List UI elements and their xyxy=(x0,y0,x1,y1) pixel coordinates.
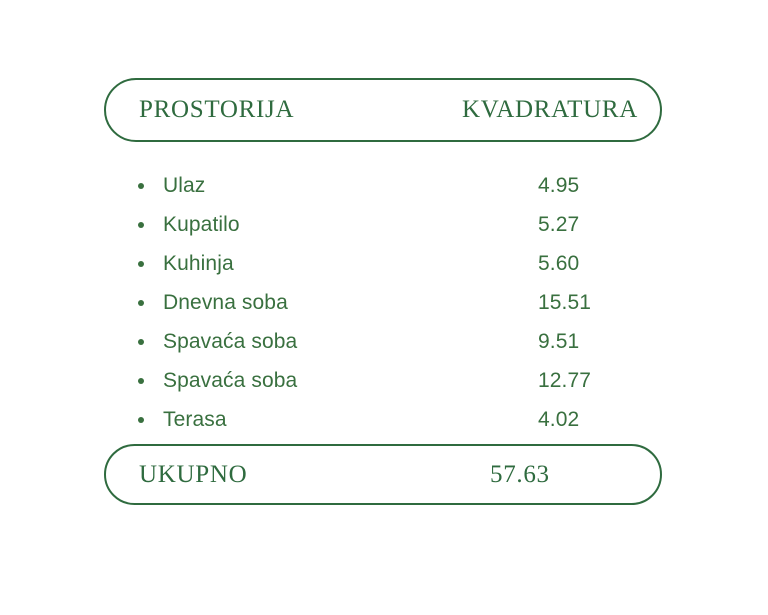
total-label: UKUPNO xyxy=(139,460,248,488)
room-name: Ulaz xyxy=(163,173,206,197)
bullet-icon xyxy=(138,260,144,267)
room-area: 5.60 xyxy=(538,251,580,275)
list-item: Dnevna soba 15.51 xyxy=(104,283,662,322)
list-item: Spavaća soba 12.77 xyxy=(104,361,662,400)
bullet-icon xyxy=(138,377,144,384)
room-area: 4.95 xyxy=(538,173,580,197)
bullet-icon xyxy=(138,416,144,423)
room-area: 4.02 xyxy=(538,407,580,431)
header-column-room: PROSTORIJA xyxy=(139,96,295,123)
bullet-icon xyxy=(138,221,144,228)
list-item: Ulaz 4.95 xyxy=(104,166,662,205)
room-name: Spavaća soba xyxy=(163,368,298,392)
area-table: PROSTORIJA KVADRATURA Ulaz 4.95 Kupatilo… xyxy=(104,78,662,505)
room-area: 15.51 xyxy=(538,290,592,314)
room-name: Dnevna soba xyxy=(163,290,288,314)
total-value: 57.63 xyxy=(490,460,550,488)
room-area: 9.51 xyxy=(538,329,580,353)
list-item: Terasa 4.02 xyxy=(104,400,662,439)
bullet-icon xyxy=(138,338,144,345)
list-item: Kupatilo 5.27 xyxy=(104,205,662,244)
room-list: Ulaz 4.95 Kupatilo 5.27 Kuhinja 5.60 Dne… xyxy=(104,166,662,439)
total-row: UKUPNO 57.63 xyxy=(104,444,662,505)
room-area: 12.77 xyxy=(538,368,592,392)
room-name: Kuhinja xyxy=(163,251,234,275)
bullet-icon xyxy=(138,182,144,189)
list-item: Spavaća soba 9.51 xyxy=(104,322,662,361)
room-name: Spavaća soba xyxy=(163,329,298,353)
room-area: 5.27 xyxy=(538,212,580,236)
table-header-row: PROSTORIJA KVADRATURA xyxy=(104,78,662,142)
bullet-icon xyxy=(138,299,144,306)
room-name: Kupatilo xyxy=(163,212,240,236)
room-name: Terasa xyxy=(163,407,227,431)
list-item: Kuhinja 5.60 xyxy=(104,244,662,283)
header-column-area: KVADRATURA xyxy=(462,96,639,123)
